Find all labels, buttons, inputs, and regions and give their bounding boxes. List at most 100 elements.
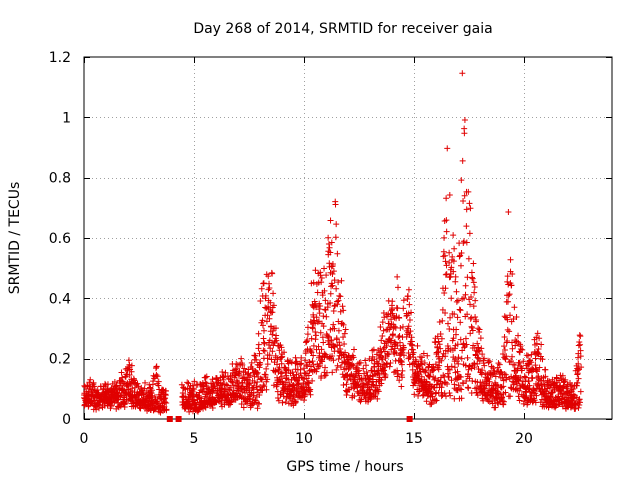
- data-point: [485, 359, 492, 366]
- data-point: [312, 267, 319, 274]
- data-point: [331, 325, 338, 332]
- data-point: [507, 256, 514, 263]
- data-point: [454, 314, 461, 321]
- data-point: [219, 369, 226, 376]
- data-point: [260, 382, 267, 389]
- data-point: [368, 367, 375, 374]
- data-point: [442, 285, 449, 292]
- data-point: [398, 359, 405, 366]
- data-point: [576, 396, 583, 403]
- data-point: [267, 345, 274, 352]
- data-point: [465, 366, 472, 373]
- data-point: [384, 360, 391, 367]
- data-point: [482, 385, 489, 392]
- x-tick-label: 20: [515, 431, 533, 447]
- data-point: [446, 366, 453, 373]
- data-point: [304, 331, 311, 338]
- gap-marker: [175, 416, 182, 422]
- data-point: [535, 380, 542, 387]
- data-point: [308, 335, 315, 342]
- data-point: [505, 292, 512, 299]
- data-point: [118, 369, 125, 376]
- data-point: [224, 382, 231, 389]
- data-point: [437, 345, 444, 352]
- data-point: [307, 348, 314, 355]
- data-point: [494, 364, 501, 371]
- chart-title: Day 268 of 2014, SRMTID for receiver gai…: [193, 21, 492, 37]
- data-point: [306, 359, 313, 366]
- data-point: [472, 297, 479, 304]
- data-point: [354, 360, 361, 367]
- data-point: [123, 371, 130, 378]
- data-point: [323, 272, 330, 279]
- data-point: [418, 373, 425, 380]
- data-point: [396, 315, 403, 322]
- data-point: [238, 401, 245, 408]
- data-point: [282, 399, 289, 406]
- data-point: [260, 347, 267, 354]
- data-point: [263, 386, 270, 393]
- data-point: [316, 306, 323, 313]
- data-point: [240, 404, 247, 411]
- data-point: [278, 370, 285, 377]
- data-point: [342, 326, 349, 333]
- data-point: [562, 376, 569, 383]
- data-point: [475, 325, 482, 332]
- data-point: [470, 260, 477, 267]
- data-point: [397, 325, 404, 332]
- data-point: [492, 373, 499, 380]
- data-point: [468, 293, 475, 300]
- data-point: [438, 384, 445, 391]
- data-point: [265, 273, 272, 280]
- data-point: [443, 195, 450, 202]
- data-point: [535, 376, 542, 383]
- data-point: [269, 348, 276, 355]
- data-point: [293, 398, 300, 405]
- data-point: [325, 234, 332, 241]
- data-point: [209, 388, 216, 395]
- data-point: [311, 317, 318, 324]
- data-point: [281, 349, 288, 356]
- data-point: [448, 295, 455, 302]
- data-point: [469, 275, 476, 282]
- data-point: [320, 323, 327, 330]
- data-point: [458, 395, 465, 402]
- data-point: [575, 375, 582, 382]
- data-point: [418, 354, 425, 361]
- data-point: [457, 262, 464, 269]
- data-point: [509, 345, 516, 352]
- data-point: [576, 338, 583, 345]
- data-point: [447, 314, 454, 321]
- data-point: [150, 378, 157, 385]
- data-point: [329, 261, 336, 268]
- data-point: [436, 341, 443, 348]
- data-point: [474, 340, 481, 347]
- data-point: [252, 352, 259, 359]
- data-point: [399, 367, 406, 374]
- y-tick-labels: 0 0.2 0.4 0.6 0.8 1 1.2: [49, 50, 71, 428]
- data-point: [457, 319, 464, 326]
- data-point: [437, 330, 444, 337]
- data-point: [202, 374, 209, 381]
- data-point: [295, 381, 302, 388]
- data-point: [465, 371, 472, 378]
- data-point: [250, 389, 257, 396]
- data-point: [430, 384, 437, 391]
- data-point: [253, 356, 260, 363]
- data-point: [549, 389, 556, 396]
- data-point: [547, 394, 554, 401]
- data-point: [494, 399, 501, 406]
- data-point: [457, 307, 464, 314]
- data-point: [480, 397, 487, 404]
- data-point: [570, 395, 577, 402]
- data-point: [506, 291, 513, 298]
- data-point: [142, 379, 149, 386]
- data-point: [436, 319, 443, 326]
- data-point: [259, 376, 266, 383]
- data-point: [153, 363, 160, 370]
- data-point: [266, 352, 273, 359]
- y-tick-label: 0: [62, 412, 71, 428]
- data-point: [456, 385, 463, 392]
- data-point: [298, 383, 305, 390]
- data-point: [108, 403, 115, 410]
